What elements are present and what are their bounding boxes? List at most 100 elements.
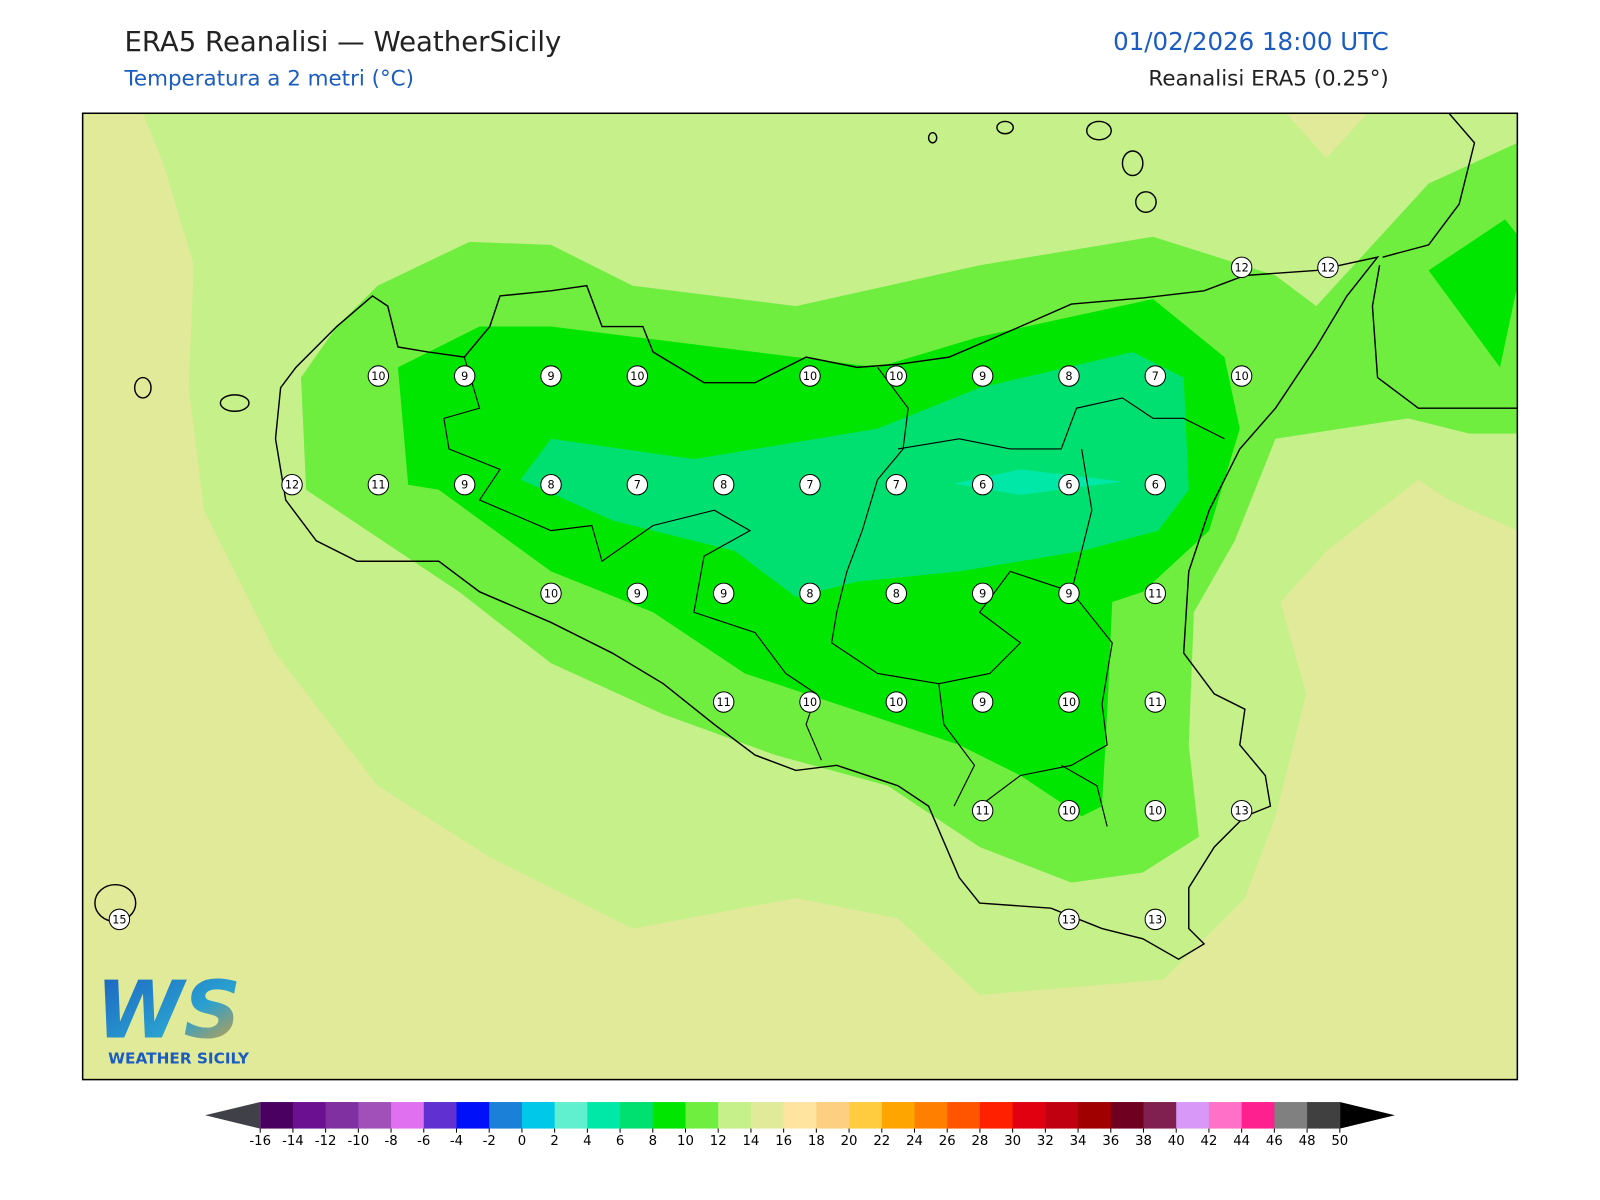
colorbar-tick-label: 28: [971, 1134, 988, 1149]
colorbar-tick-label: 16: [775, 1134, 792, 1149]
colorbar-tick-label: 46: [1266, 1134, 1283, 1149]
station-marker: [712, 582, 735, 605]
island: [996, 120, 1014, 135]
station-value: 6: [1152, 479, 1159, 492]
colorbar-tick-label: -6: [417, 1134, 430, 1149]
station-marker: [885, 365, 908, 387]
colorbar-swatch: [1176, 1102, 1210, 1129]
station-marker: [626, 365, 649, 387]
colorbar-swatch: [1078, 1102, 1112, 1129]
colorbar-tick-label: -2: [483, 1134, 496, 1149]
colorbar-tick-label: 4: [583, 1134, 591, 1149]
station-marker: [453, 473, 476, 496]
colorbar-tick-label: 22: [873, 1134, 890, 1149]
colorbar-swatch: [1208, 1102, 1243, 1129]
station-marker: [453, 365, 476, 387]
colorbar-tick-label: 36: [1102, 1134, 1119, 1149]
station-marker: [1058, 691, 1080, 713]
station-value: 11: [371, 479, 385, 492]
station-value: 10: [544, 587, 558, 600]
station-marker: [971, 800, 994, 822]
colorbar-swatch: [718, 1102, 752, 1129]
station-marker: [885, 691, 908, 713]
station-value: 13: [1234, 805, 1248, 818]
colorbar-swatch: [816, 1102, 850, 1129]
colorbar-swatch: [1241, 1102, 1275, 1129]
station-marker: [971, 582, 994, 605]
datetime: 01/02/2026 18:00 UTC: [1113, 27, 1389, 56]
island: [1121, 150, 1144, 177]
colorbar-tick-label: 20: [841, 1134, 858, 1149]
station-value: 6: [979, 479, 986, 492]
colorbar-tick-label: 24: [906, 1134, 923, 1149]
colorbar-tick-label: -12: [315, 1134, 337, 1149]
station-value: 9: [461, 479, 468, 492]
station-value: 13: [1062, 913, 1076, 926]
station-value: 8: [893, 587, 900, 600]
station-value: 10: [889, 370, 903, 383]
colorbar-swatch: [849, 1102, 883, 1129]
colorbar-swatch: [292, 1102, 327, 1129]
colorbar-tick-label: -16: [249, 1134, 271, 1149]
station-marker: [1058, 582, 1080, 605]
colorbar-swatch: [979, 1102, 1014, 1129]
colorbar-tick-label: 44: [1233, 1134, 1250, 1149]
colorbar-tick-label: 10: [677, 1134, 694, 1149]
colorbar-tick-label: 42: [1200, 1134, 1217, 1149]
colorbar-swatch: [1045, 1102, 1079, 1129]
station-marker: [1144, 800, 1167, 822]
colorbar-swatch: [1143, 1102, 1177, 1129]
station-value: 11: [717, 696, 731, 709]
station-value: 12: [285, 479, 299, 492]
colorbar-tick-label: 48: [1299, 1134, 1316, 1149]
subtitle: Temperatura a 2 metri (°C): [123, 67, 413, 92]
colorbar-tick-label: 26: [939, 1134, 956, 1149]
colorbar-swatch: [1012, 1102, 1046, 1129]
logo: WS WEATHER SICILY: [96, 963, 250, 1067]
colorbar-tick-label: -8: [384, 1134, 397, 1149]
station-value: 10: [889, 696, 903, 709]
colorbar-swatch: [750, 1102, 785, 1129]
station-marker: [1144, 582, 1167, 605]
station-marker: [540, 473, 562, 496]
logo-mark: WS: [96, 963, 241, 1056]
station-value: 9: [461, 370, 468, 383]
province-borders: [443, 356, 1225, 827]
station-marker: [626, 473, 649, 496]
colorbar-tick-label: 18: [808, 1134, 825, 1149]
colorbar-tick-label: 2: [550, 1134, 558, 1149]
colorbar-tick-label: -4: [450, 1134, 463, 1149]
station-value: 7: [806, 479, 813, 492]
station-value: 8: [720, 479, 727, 492]
colorbar-tick-label: 50: [1331, 1134, 1348, 1149]
station-marker: [1144, 473, 1167, 496]
island: [1135, 191, 1157, 213]
station-value: 10: [1062, 696, 1076, 709]
station-marker: [971, 365, 994, 387]
temperature-band: [520, 352, 1189, 597]
station-marker: [971, 473, 994, 496]
station-marker: [799, 473, 821, 496]
colorbar-swatch: [783, 1102, 817, 1129]
station-value: 8: [1065, 370, 1072, 383]
station-marker: [885, 582, 908, 605]
colorbar-tick-label: 32: [1037, 1134, 1054, 1149]
station-value: 13: [1148, 913, 1162, 926]
station-marker: [1058, 473, 1080, 496]
station-value: 9: [720, 587, 727, 600]
colorbar-tick-label: 40: [1168, 1134, 1185, 1149]
station-marker: [1058, 365, 1080, 387]
station-marker: [1058, 908, 1080, 931]
colorbar-swatch: [620, 1102, 654, 1129]
colorbar-tick-label: 8: [649, 1134, 657, 1149]
station-value: 7: [1152, 370, 1159, 383]
colorbar-tick-label: 38: [1135, 1134, 1152, 1149]
colorbar-swatch: [423, 1102, 458, 1129]
station-value: 10: [1234, 370, 1248, 383]
colorbar-under: [205, 1102, 261, 1129]
station-value: 10: [1148, 805, 1162, 818]
colorbar-tick-label: 12: [710, 1134, 727, 1149]
station-value: 11: [1148, 696, 1162, 709]
station-value: 10: [803, 696, 817, 709]
